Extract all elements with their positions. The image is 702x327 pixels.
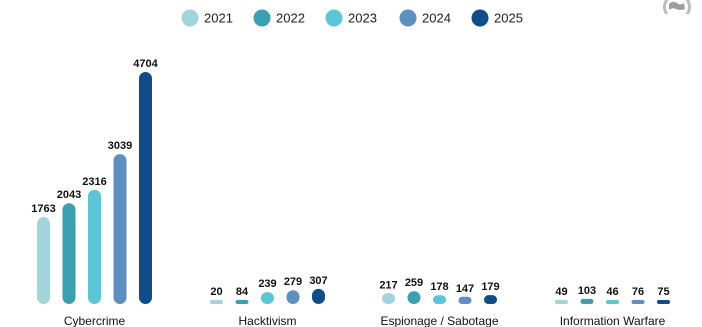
globe-icon[interactable] — [660, 0, 694, 14]
bar-cybercrime-2023 — [88, 189, 101, 304]
bar-espionage-sabotage-2022 — [407, 291, 421, 304]
bar-cybercrime-2022 — [62, 203, 76, 304]
value-label: 84 — [236, 286, 249, 298]
category-label: Espionage / Sabotage — [380, 314, 498, 327]
value-label: 217 — [379, 279, 397, 291]
legend-label-2023: 2023 — [348, 11, 377, 26]
bar-espionage-sabotage-2024 — [458, 296, 472, 304]
value-label: 259 — [405, 277, 423, 289]
bar-cybercrime-2025 — [139, 72, 152, 304]
bar-espionage-sabotage-2025 — [484, 295, 497, 304]
legend: 2021 2022 2023 2024 2025 — [181, 9, 523, 27]
category-labels: Cybercrime Hacktivism Espionage / Sabotage… — [64, 314, 666, 327]
value-label: 147 — [456, 283, 474, 295]
value-label: 76 — [632, 286, 644, 298]
bar-hacktivism-2022 — [235, 299, 249, 304]
bar-hacktivism-2024 — [286, 290, 300, 304]
bar-information-warfare-2023 — [606, 300, 619, 304]
legend-label-2022: 2022 — [276, 11, 305, 26]
value-label: 2316 — [82, 176, 106, 188]
bar-information-warfare-2024 — [631, 300, 645, 304]
legend-swatch-2023 — [325, 9, 343, 27]
value-label: 46 — [606, 286, 618, 298]
bar-espionage-sabotage-2021 — [382, 293, 395, 304]
value-label: 20 — [210, 286, 222, 298]
legend-item-2021: 2021 — [181, 9, 233, 27]
value-label: 178 — [430, 281, 448, 293]
value-label: 279 — [284, 276, 302, 288]
bar-cybercrime-2021 — [37, 217, 50, 304]
value-label: 239 — [258, 278, 276, 290]
legend-item-2025: 2025 — [471, 9, 523, 27]
value-label: 307 — [309, 275, 327, 287]
legend-item-2024: 2024 — [399, 9, 451, 27]
value-label: 4704 — [133, 58, 158, 70]
value-label: 179 — [481, 281, 499, 293]
value-label: 3039 — [108, 140, 132, 152]
legend-swatch-2022 — [253, 9, 271, 27]
bar-hacktivism-2021 — [210, 300, 223, 304]
value-label: 2043 — [57, 189, 81, 201]
legend-swatch-2024 — [399, 9, 417, 27]
bar-cybercrime-2024 — [113, 154, 127, 304]
legend-item-2022: 2022 — [253, 9, 305, 27]
category-label: Information Warfare — [560, 314, 666, 327]
bar-hacktivism-2025 — [312, 288, 325, 304]
legend-item-2023: 2023 — [325, 9, 377, 27]
bar-information-warfare-2021 — [555, 300, 568, 304]
legend-label-2024: 2024 — [422, 11, 451, 26]
bar-information-warfare-2022 — [580, 298, 594, 304]
value-label: 103 — [578, 285, 596, 297]
bar-hacktivism-2023 — [261, 292, 274, 304]
bar-espionage-sabotage-2023 — [433, 295, 446, 304]
category-label: Cybercrime — [64, 314, 126, 327]
legend-label-2021: 2021 — [204, 11, 233, 26]
legend-swatch-2025 — [471, 9, 489, 27]
bar-information-warfare-2025 — [657, 300, 670, 304]
value-label: 75 — [657, 286, 669, 298]
bars — [37, 72, 670, 304]
value-label: 1763 — [31, 203, 55, 215]
category-label: Hacktivism — [238, 314, 296, 327]
legend-swatch-2021 — [181, 9, 199, 27]
legend-label-2025: 2025 — [494, 11, 523, 26]
value-label: 49 — [555, 286, 567, 298]
